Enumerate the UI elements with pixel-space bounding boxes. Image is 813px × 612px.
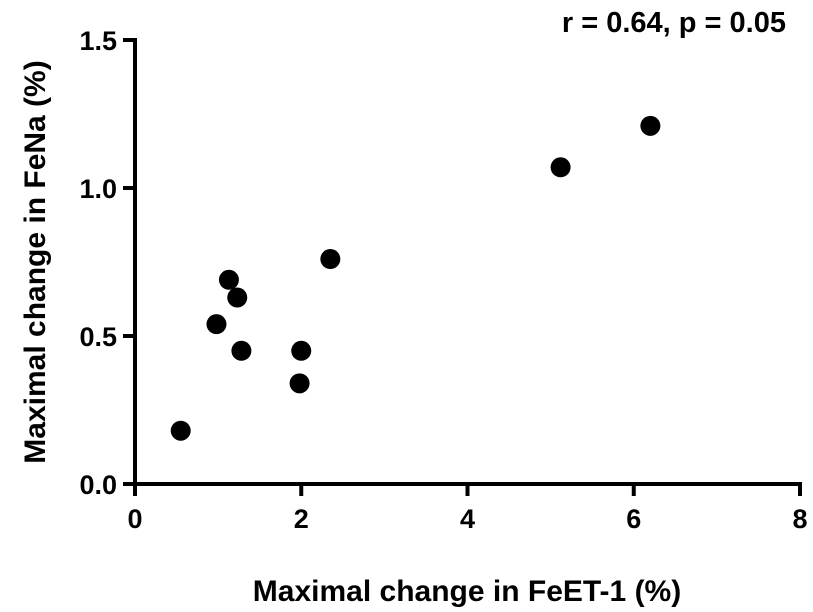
data-point <box>550 157 571 178</box>
data-point <box>206 314 227 335</box>
y-ticks: 0.0 0.5 1.0 1.5 <box>79 26 135 500</box>
x-tick-label: 4 <box>460 504 475 534</box>
y-tick-label: 1.5 <box>79 26 117 56</box>
data-point <box>320 249 341 270</box>
x-tick-label: 6 <box>626 504 641 534</box>
x-tick-label: 2 <box>294 504 309 534</box>
correlation-annotation: r = 0.64, p = 0.05 <box>562 7 786 39</box>
data-point <box>640 115 661 136</box>
x-tick-label: 8 <box>792 504 807 534</box>
data-point <box>289 373 310 394</box>
x-ticks: 0 2 4 6 8 <box>127 484 808 534</box>
y-tick-label: 1.0 <box>79 174 117 204</box>
y-tick-label: 0.0 <box>79 470 117 500</box>
data-point <box>291 340 312 361</box>
y-tick-label: 0.5 <box>79 322 117 352</box>
x-tick-label: 0 <box>127 504 142 534</box>
axes <box>133 38 802 486</box>
data-point <box>231 340 252 361</box>
data-point <box>227 287 248 308</box>
x-axis-title: Maximal change in FeET-1 (%) <box>253 575 681 608</box>
data-point <box>170 420 191 441</box>
data-point <box>218 269 239 290</box>
y-axis-title: Maximal change in FeNa (%) <box>19 60 52 463</box>
data-points <box>170 115 661 441</box>
